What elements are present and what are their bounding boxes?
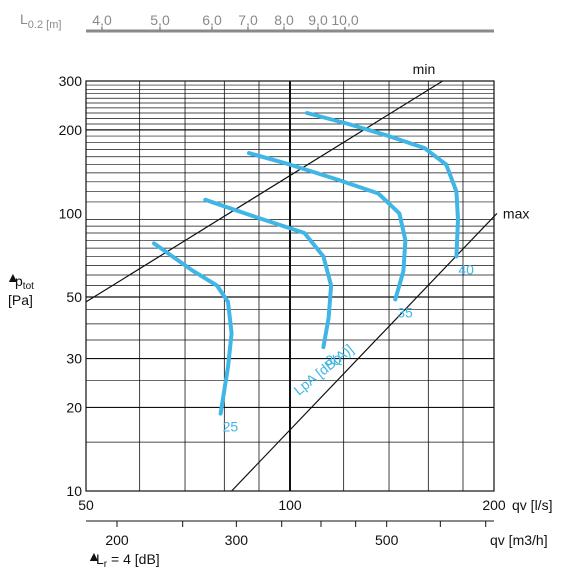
series-curve-30: [203, 197, 334, 350]
x-axis-label: qv [l/s]: [512, 497, 552, 513]
x-tick-label: 200: [482, 497, 506, 513]
y-axis-label-unit: [Pa]: [8, 292, 33, 308]
x2-axis: 200 300 500 qv [m3/h]: [86, 520, 548, 548]
x2-tick-label: 500: [375, 532, 399, 548]
y-tick-label: 100: [59, 205, 83, 221]
x2-tick-label: 300: [225, 532, 249, 548]
series-label-25: 25: [223, 419, 239, 435]
series-axis-label: LpA [dB(A)]: [291, 341, 357, 398]
series-label-40: 40: [458, 261, 474, 277]
x2-axis-label: qv [m3/h]: [490, 532, 548, 548]
y-tick-label: 200: [59, 122, 83, 138]
top-scale-tick: 7,0: [238, 12, 258, 28]
top-scale: L0.2 [m] 4,0 5,0 6,0 7,0 8,0 9,0 10,0: [20, 11, 494, 33]
boundary-label-min: min: [413, 61, 436, 77]
grid: [86, 81, 494, 491]
top-scale-tick: 6,0: [202, 12, 222, 28]
y-tick-label: 300: [59, 73, 83, 89]
y-axis-label-main: ptot: [15, 273, 34, 292]
series-curve-25: [152, 241, 234, 416]
y-tick-label: 30: [66, 351, 82, 367]
y-tick-label: 50: [66, 289, 82, 305]
series-curve-35: [247, 151, 408, 302]
series-curve-40: [305, 111, 460, 259]
bottom-note-text: Lr = 4 [dB]: [96, 551, 160, 570]
x-tick-labels: 50 100 200: [78, 497, 506, 513]
y-tick-labels: 10 20 30 50 100 200 300: [59, 73, 83, 499]
boundary-lines: min max: [85, 61, 529, 492]
plot-frame: [85, 80, 495, 492]
series-label-35: 35: [397, 304, 413, 320]
delta-icon: ▲: [6, 269, 20, 285]
boundary-line-max: [231, 213, 498, 492]
y-tick-label: 20: [66, 399, 82, 415]
series-label-30: 30: [325, 352, 341, 368]
y-tick-label: 10: [66, 483, 82, 499]
top-scale-tick: 5,0: [150, 12, 170, 28]
top-scale-tick: 8,0: [274, 12, 294, 28]
boundary-label-max: max: [503, 205, 529, 221]
x-tick-label: 100: [278, 497, 302, 513]
boundary-line-min: [85, 80, 444, 303]
x2-tick-label: 200: [105, 532, 129, 548]
delta-icon-2: ▲: [87, 548, 101, 564]
top-scale-tick: 9,0: [308, 12, 328, 28]
bottom-note: ▲ Lr = 4 [dB]: [87, 548, 160, 570]
y-axis-label: ▲ ptot [Pa]: [6, 269, 34, 308]
top-scale-tick: 10,0: [331, 12, 358, 28]
top-scale-tick: 4,0: [92, 12, 112, 28]
x-tick-label: 50: [78, 497, 94, 513]
top-scale-label: L0.2 [m]: [20, 11, 61, 31]
